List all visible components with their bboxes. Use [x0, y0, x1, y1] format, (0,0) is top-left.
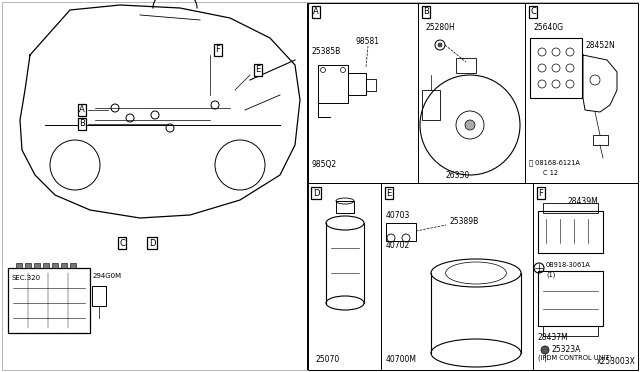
- Bar: [381, 183, 533, 370]
- Bar: [336, 201, 354, 213]
- Circle shape: [465, 120, 475, 130]
- Text: 98581: 98581: [356, 38, 380, 46]
- Bar: [456, 58, 476, 73]
- Text: B: B: [423, 7, 429, 16]
- Text: E: E: [387, 189, 392, 198]
- Text: 0B918-3061A: 0B918-3061A: [546, 262, 591, 268]
- Bar: [538, 211, 603, 253]
- Bar: [8, 268, 90, 333]
- Text: A: A: [313, 7, 319, 16]
- Text: C: C: [119, 238, 125, 247]
- Text: (1): (1): [546, 272, 556, 278]
- Bar: [70, 263, 76, 268]
- Text: (IPDM CONTROL UNIT): (IPDM CONTROL UNIT): [538, 355, 612, 361]
- Text: 40700M: 40700M: [386, 356, 417, 365]
- Text: 28437M: 28437M: [538, 334, 569, 343]
- Bar: [386, 223, 416, 241]
- Bar: [422, 90, 440, 120]
- Bar: [308, 183, 381, 370]
- Text: E: E: [255, 65, 260, 74]
- Text: 28452N: 28452N: [585, 41, 615, 49]
- Text: 25640G: 25640G: [533, 23, 563, 32]
- Bar: [525, 3, 638, 183]
- Bar: [25, 263, 31, 268]
- Text: 40703: 40703: [386, 211, 410, 219]
- Text: B: B: [79, 119, 85, 128]
- Text: 26330: 26330: [446, 170, 470, 180]
- Text: 25323A: 25323A: [551, 346, 580, 355]
- Text: F: F: [539, 189, 543, 198]
- Text: 40702: 40702: [386, 241, 410, 250]
- Bar: [530, 38, 582, 98]
- Text: C 12: C 12: [543, 170, 558, 176]
- Bar: [348, 73, 366, 95]
- Text: Ⓢ 08168-6121A: Ⓢ 08168-6121A: [529, 160, 580, 166]
- Circle shape: [438, 43, 442, 47]
- Text: 25280H: 25280H: [426, 23, 456, 32]
- Text: D: D: [313, 189, 319, 198]
- Bar: [593, 135, 608, 145]
- Text: 25070: 25070: [316, 356, 340, 365]
- Text: SEC.320: SEC.320: [11, 275, 40, 281]
- Bar: [34, 263, 40, 268]
- Bar: [543, 326, 598, 336]
- Bar: [16, 263, 22, 268]
- Text: 294G0M: 294G0M: [93, 273, 122, 279]
- Text: 25389B: 25389B: [449, 217, 478, 225]
- Bar: [318, 65, 348, 103]
- Bar: [43, 263, 49, 268]
- Bar: [533, 183, 638, 370]
- Bar: [308, 3, 418, 183]
- Text: 28439M: 28439M: [568, 196, 599, 205]
- Text: A: A: [79, 106, 85, 115]
- Bar: [61, 263, 67, 268]
- Text: F: F: [216, 45, 220, 55]
- Text: 985Q2: 985Q2: [312, 160, 337, 170]
- Bar: [543, 203, 598, 213]
- Text: D: D: [148, 238, 156, 247]
- Text: C: C: [530, 7, 536, 16]
- Bar: [52, 263, 58, 268]
- Bar: [92, 286, 106, 306]
- Bar: [538, 271, 603, 326]
- Text: 25385B: 25385B: [312, 48, 341, 57]
- Text: x253003X: x253003X: [597, 357, 636, 366]
- Circle shape: [541, 346, 549, 354]
- Bar: [366, 79, 376, 91]
- Bar: [418, 3, 525, 183]
